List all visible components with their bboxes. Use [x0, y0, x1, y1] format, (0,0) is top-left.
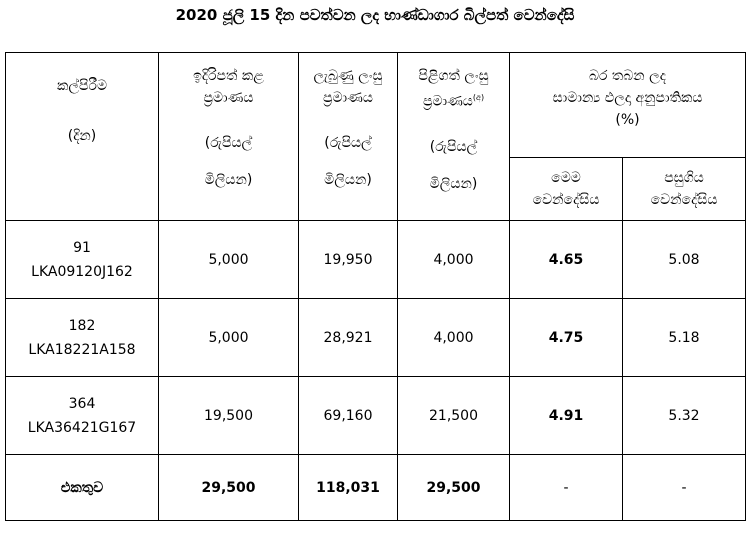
- cell: 91 LKA09120J162: [5, 220, 159, 299]
- header-text: (රුපියල්: [204, 135, 253, 151]
- cell: 5.32: [621, 376, 747, 455]
- header-text: මිලියන): [204, 172, 253, 188]
- title: 2020 ජූලි 15 දින පවත්වන ලද භාණ්ඩාගාර බිල…: [175, 6, 575, 24]
- cell: 118,031: [298, 454, 398, 521]
- header-text: (දින): [67, 128, 97, 144]
- header-text: ප්‍රමාණය: [203, 90, 254, 106]
- header-cell: කල්පිරීම (දින): [5, 52, 159, 221]
- data-row: 91 LKA09120J162 5,000 19,950 4,000 4.65 5.08: [5, 220, 747, 299]
- cell: 19,500: [158, 376, 299, 455]
- cell: 29,500: [397, 454, 510, 521]
- data-row: 364 LKA36421G167 19,500 69,160 21,500 4.91 5.3…: [5, 376, 747, 455]
- maturity-days: 91: [73, 239, 91, 256]
- cell: -: [509, 454, 623, 521]
- cell: 4.75: [509, 298, 623, 377]
- data-row: 182 LKA18221A158 5,000 28,921 4,000 4.75 5.18: [5, 298, 747, 377]
- header-text: කල්පිරීම: [56, 78, 108, 94]
- header-text: මිලියන): [429, 175, 478, 192]
- header-text: ප්‍රමාණය: [422, 93, 473, 110]
- header-text: ඉදිරිපත් කළ: [193, 68, 264, 84]
- header-text: ප්‍රමාණය: [323, 90, 373, 106]
- total-row: එකතුව 29,500 118,031 29,500- -: [5, 454, 747, 521]
- header-text: ලැබුණු ලංසු: [313, 68, 383, 84]
- auction-table: කල්පිරීම (දින) ඉදිරිපත් කළ ප්‍රමාණය (රුපි…: [5, 52, 747, 521]
- cell: 364 LKA36421G167: [5, 376, 159, 455]
- cell: 19,950: [298, 220, 398, 299]
- subheader-row: මෙම වෙන්දේසිය පසුගිය වෙන්දේසිය: [6, 157, 747, 221]
- header-text: මිලියන): [324, 172, 372, 188]
- cell: 28,921: [298, 298, 398, 377]
- header-text: පසුගිය: [664, 170, 704, 186]
- cell: 5.18: [621, 298, 747, 377]
- cell: 5,000: [158, 220, 299, 299]
- footnote-mark: (අ): [472, 93, 485, 102]
- cell: 29,500: [158, 454, 299, 521]
- header-cell: මෙම වෙන්දේසිය: [509, 157, 623, 221]
- cell: 5.08: [621, 220, 747, 299]
- cell: එකතුව: [5, 454, 159, 521]
- header-cell: බර තබන ලද සාමාන්‍ය ඵලදා අනුපාතිකය (%): [508, 52, 747, 158]
- cell: 69,160: [298, 376, 398, 455]
- cell: 5,000: [158, 298, 299, 377]
- header-text: මෙම: [551, 170, 581, 186]
- header-text: සාමාන්‍ය ඵලදා අනුපාතිකය: [552, 90, 703, 106]
- header-text: (රුපියල්: [429, 138, 478, 155]
- cell: 21,500: [397, 376, 510, 455]
- header-cell: ලැබුණු ලංසු ප්‍රමාණය (රුපියල් මිලියන): [298, 52, 398, 221]
- header-text: පිළිගත් ලංසු: [418, 68, 489, 84]
- header-text: (%): [615, 112, 640, 128]
- header-cell: පසුගිය වෙන්දේසිය: [621, 157, 747, 221]
- header-text: බර තබන ලද: [589, 68, 667, 84]
- header-text: වෙන්දේසිය: [532, 192, 600, 208]
- isin: LKA36421G167: [27, 419, 137, 436]
- header-cell: ඉදිරිපත් කළ ප්‍රමාණය (රුපියල් මිලියන): [158, 52, 299, 221]
- maturity-days: 364: [68, 395, 96, 412]
- header-text: වෙන්දේසිය: [650, 192, 718, 208]
- cell: 4,000: [397, 298, 510, 377]
- maturity-days: 182: [68, 317, 96, 334]
- cell: 4.65: [509, 220, 623, 299]
- cell: -: [621, 454, 747, 521]
- isin: LKA09120J162: [31, 263, 133, 280]
- header-row: කල්පිරීම (දින) ඉදිරිපත් කළ ප්‍රමාණය (රුපි…: [5, 52, 747, 221]
- isin: LKA18221A158: [28, 341, 136, 358]
- cell: 182 LKA18221A158: [5, 298, 159, 377]
- header-cell: පිළිගත් ලංසු ප්‍රමාණය(අ) (රුපියල් මිලියන): [397, 52, 510, 221]
- header-text: (රුපියල්: [324, 135, 372, 151]
- cell: 4.91: [509, 376, 623, 455]
- cell: 4,000: [397, 220, 510, 299]
